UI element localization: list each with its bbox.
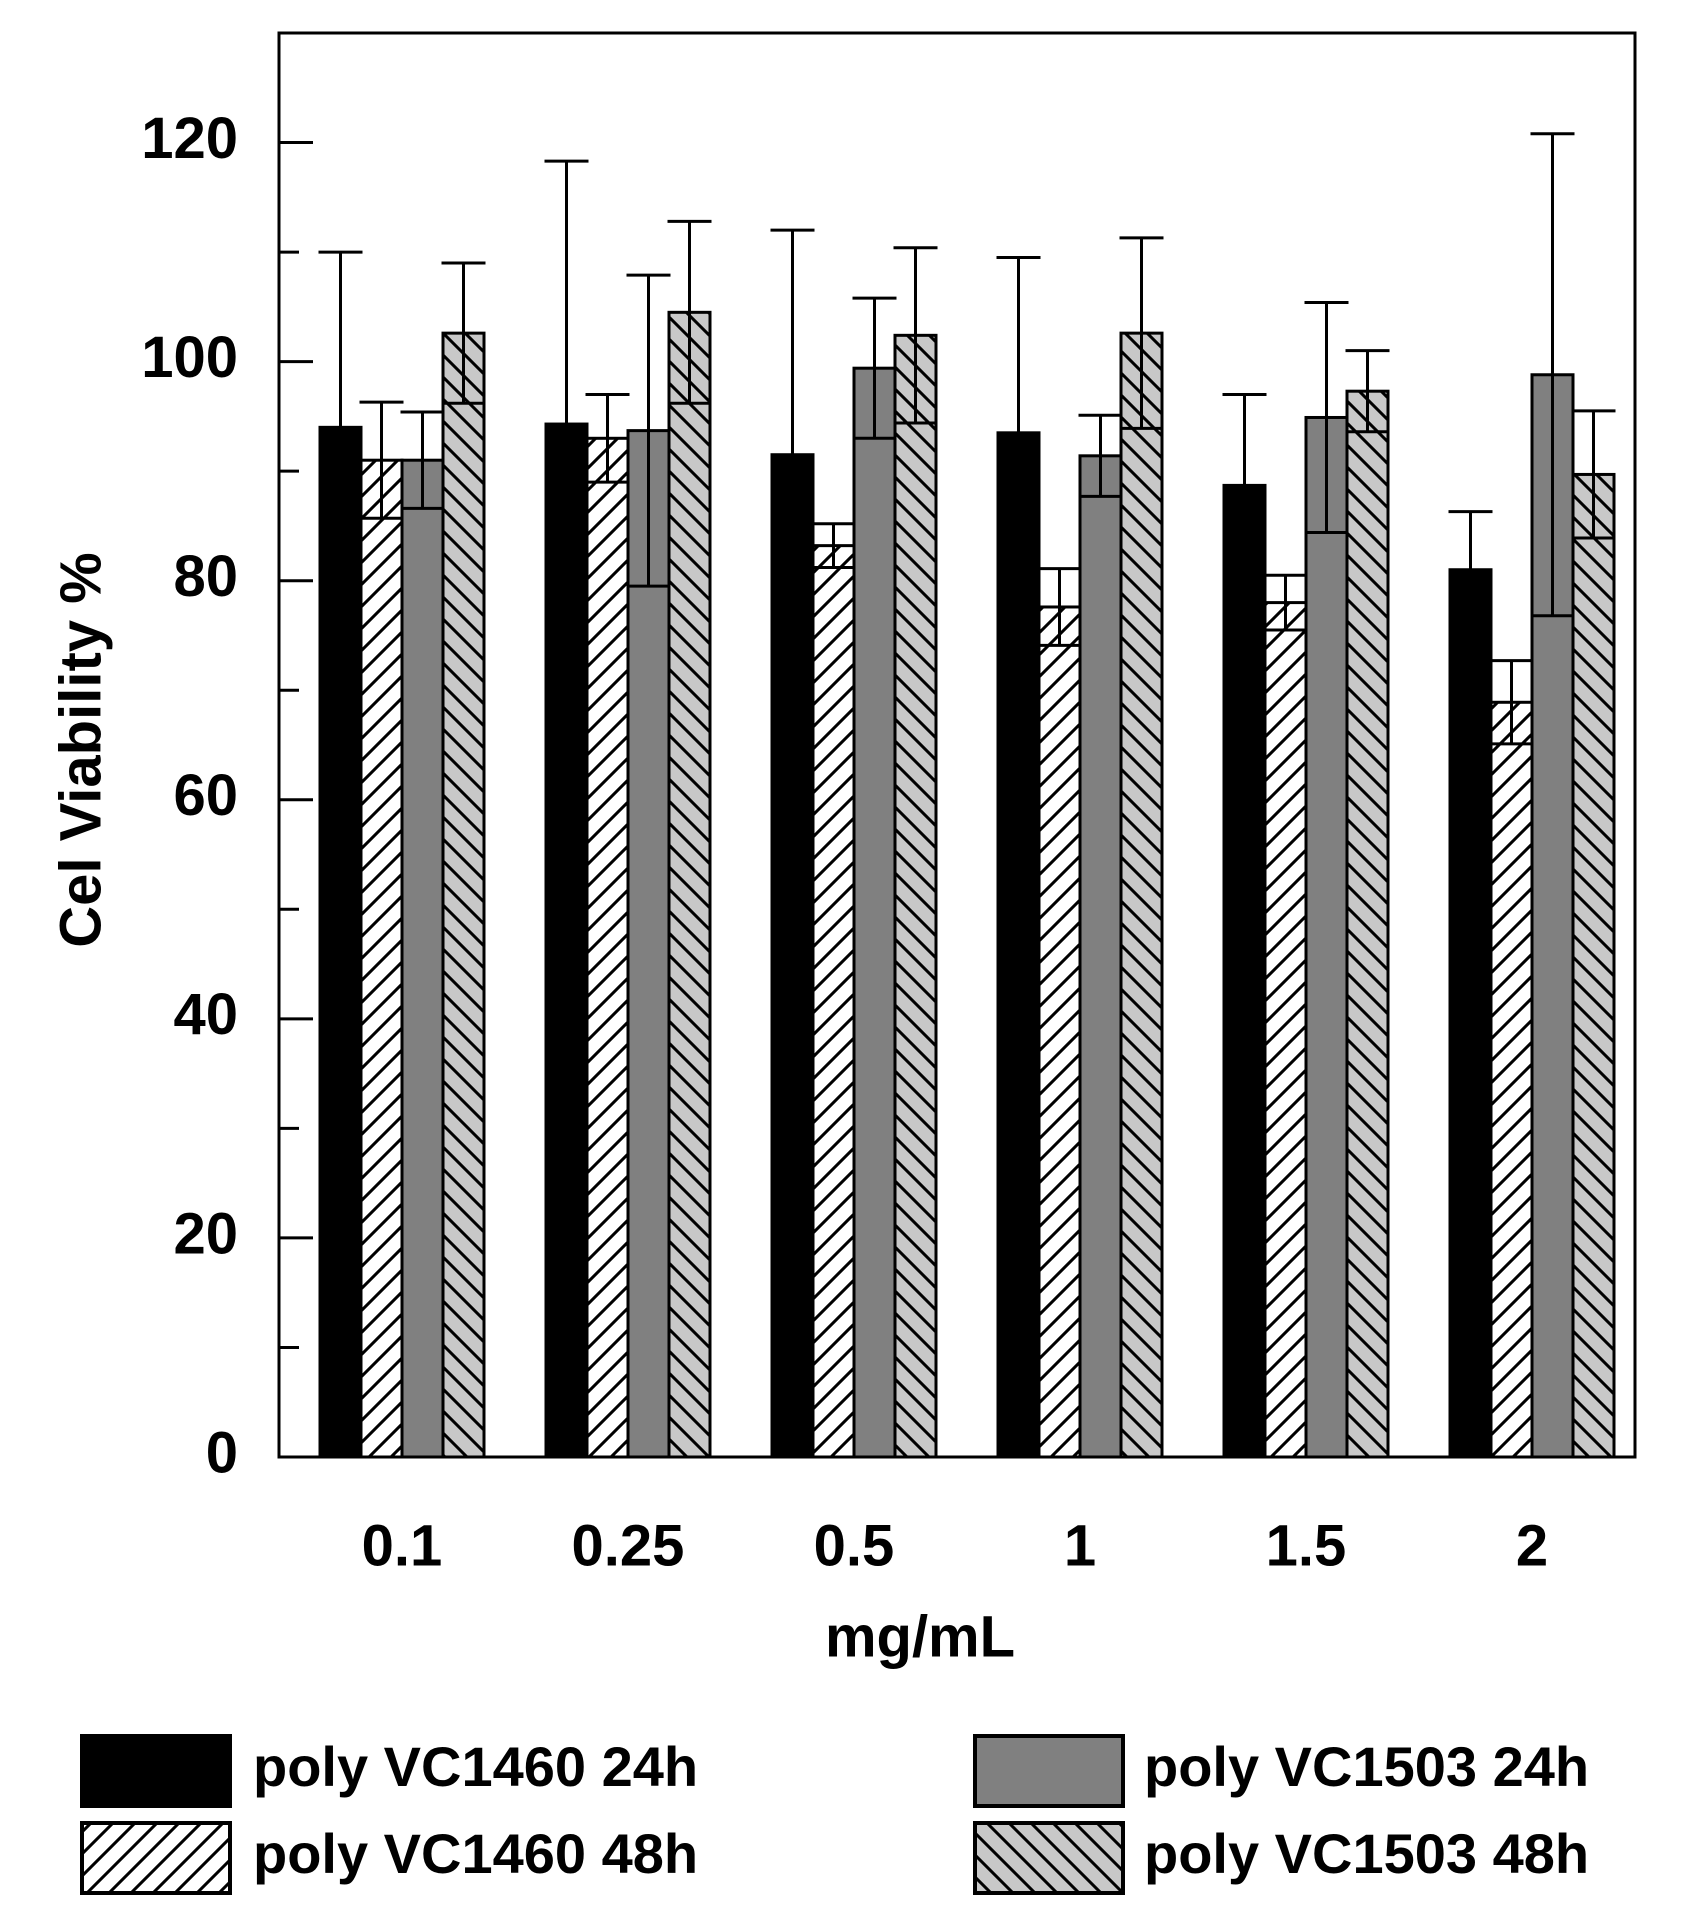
bar xyxy=(893,333,938,1459)
bar xyxy=(1571,472,1616,1459)
y-tick-label: 60 xyxy=(173,763,238,828)
x-tick-label: 1 xyxy=(1064,1513,1096,1578)
bar xyxy=(996,431,1041,1459)
legend-swatch-vc1460-24h xyxy=(80,1734,232,1808)
x-axis: 0.1 0.25 0.5 1 1.5 2 xyxy=(362,1513,1548,1578)
y-tick-label: 40 xyxy=(173,982,238,1047)
y-axis: 0 20 40 60 80 100 120 xyxy=(141,106,313,1485)
bar xyxy=(852,366,897,1459)
legend-swatch-vc1460-48h xyxy=(80,1821,232,1895)
y-tick-label: 80 xyxy=(173,544,238,609)
bar xyxy=(1078,454,1123,1459)
bar xyxy=(626,429,671,1459)
x-axis-label: mg/mL xyxy=(825,1604,1015,1669)
bars xyxy=(318,310,1616,1459)
plot-frame xyxy=(277,31,1637,1459)
y-axis-label: Cel Viability % xyxy=(48,552,113,947)
bar xyxy=(585,436,630,1459)
bar xyxy=(400,458,445,1459)
x-tick-label: 0.1 xyxy=(362,1513,443,1578)
bar xyxy=(1304,415,1349,1459)
bar xyxy=(1222,483,1267,1459)
y-tick-label: 100 xyxy=(141,325,238,390)
x-tick-label: 0.25 xyxy=(572,1513,685,1578)
legend: poly VC1460 24h poly VC1460 48h poly VC1… xyxy=(80,1734,1589,1895)
bar xyxy=(1489,700,1534,1459)
bar xyxy=(1263,601,1308,1459)
legend-label-vc1460-24h: poly VC1460 24h xyxy=(253,1735,698,1798)
legend-label-vc1503-48h: poly VC1503 48h xyxy=(1144,1822,1589,1885)
bar xyxy=(1037,605,1082,1459)
bar xyxy=(667,310,712,1459)
y-tick-label: 120 xyxy=(141,106,238,171)
x-tick-label: 1.5 xyxy=(1266,1513,1347,1578)
bar xyxy=(1119,331,1164,1459)
error-bars xyxy=(318,132,1616,746)
bar xyxy=(441,331,486,1459)
bar xyxy=(1345,389,1390,1459)
bar xyxy=(359,458,404,1459)
legend-label-vc1503-24h: poly VC1503 24h xyxy=(1144,1735,1589,1798)
x-tick-label: 0.5 xyxy=(814,1513,895,1578)
y-tick-label: 20 xyxy=(173,1201,238,1266)
bar xyxy=(811,544,856,1459)
bar xyxy=(1448,568,1493,1459)
x-tick-label: 2 xyxy=(1516,1513,1548,1578)
legend-swatch-vc1503-24h xyxy=(973,1734,1125,1808)
legend-label-vc1460-48h: poly VC1460 48h xyxy=(253,1822,698,1885)
y-tick-label: 0 xyxy=(206,1420,238,1485)
legend-swatch-vc1503-48h xyxy=(973,1821,1125,1895)
